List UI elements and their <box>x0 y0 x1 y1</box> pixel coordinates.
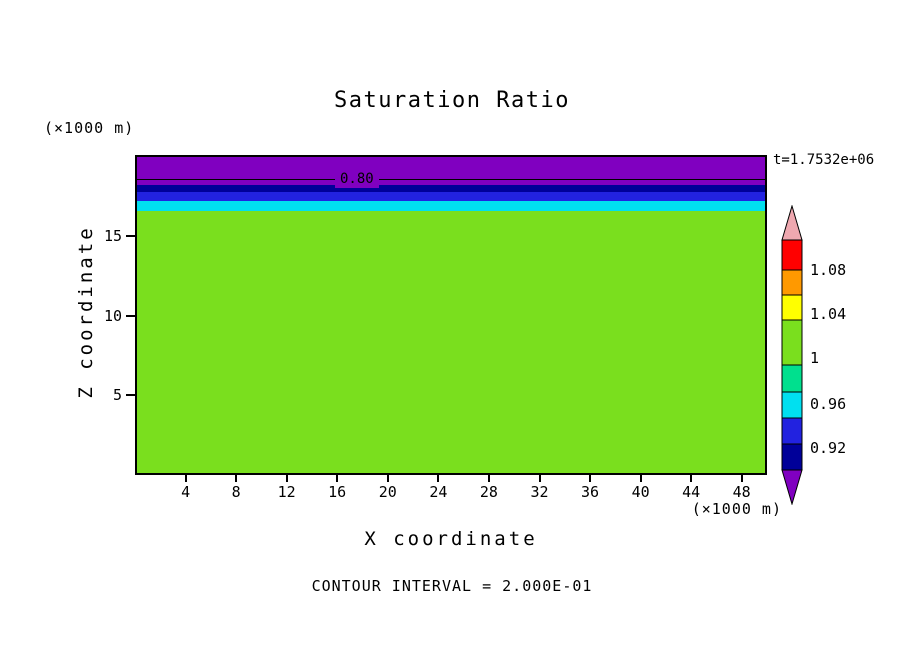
layer-navy <box>137 185 765 192</box>
colorbar <box>781 204 803 506</box>
x-tick-label: 36 <box>580 483 600 501</box>
x-tick-mark <box>285 475 288 482</box>
contour-fill-layers <box>137 157 765 473</box>
x-tick-label: 8 <box>231 483 241 501</box>
x-axis-title: X coordinate <box>364 528 538 550</box>
plot-area: 0.80 <box>135 155 767 475</box>
colorbar-tick-label: 1 <box>810 349 820 367</box>
x-axis-unit-label: (×1000 m) <box>691 500 782 518</box>
x-tick-label: 16 <box>328 483 347 501</box>
x-tick-label: 40 <box>631 483 650 501</box>
contour-line-0-80: 0.80 <box>137 171 765 189</box>
colorbar-tick-label: 1.04 <box>810 305 847 323</box>
colorbar-svg <box>781 204 803 506</box>
x-tick-mark <box>184 475 187 482</box>
x-tick-label: 24 <box>429 483 448 501</box>
z-axis-unit-label: (×1000 m) <box>44 119 135 137</box>
x-tick-mark <box>235 475 238 482</box>
x-tick-label: 32 <box>530 483 549 501</box>
colorbar-tick-label: 0.92 <box>810 439 847 457</box>
z-tick-mark <box>126 314 135 317</box>
z-tick-mark <box>126 235 135 238</box>
x-tick-mark <box>487 475 490 482</box>
colorbar-tick-label: 0.96 <box>810 395 847 413</box>
layer-purple <box>137 157 765 185</box>
x-tick-mark <box>740 475 743 482</box>
layer-blue <box>137 192 765 201</box>
x-tick-label: 4 <box>181 483 191 501</box>
time-annotation: t=1.7532e+06 <box>773 152 875 168</box>
colorbar-tick-label: 1.08 <box>810 261 847 279</box>
z-axis-title: Z coordinate <box>75 225 97 399</box>
z-tick-label: 15 <box>103 227 122 246</box>
x-tick-mark <box>589 475 591 482</box>
x-tick-mark <box>336 475 339 482</box>
x-tick-mark <box>386 475 389 482</box>
x-tick-label: 44 <box>682 483 701 501</box>
x-tick-label: 28 <box>479 483 498 501</box>
z-tick-mark <box>126 394 135 397</box>
layer-cyan <box>137 200 765 211</box>
x-tick-mark <box>690 475 693 482</box>
chart-title: Saturation Ratio <box>334 88 570 113</box>
contour-line-label: 0.80 <box>335 171 379 189</box>
x-tick-label: 48 <box>732 483 751 501</box>
z-tick-label: 10 <box>103 306 122 325</box>
layer-green <box>137 211 765 473</box>
z-tick-label: 5 <box>112 386 122 405</box>
x-tick-mark <box>437 475 440 482</box>
x-tick-label: 20 <box>378 483 397 501</box>
x-tick-label: 12 <box>277 483 296 501</box>
x-tick-mark <box>639 475 642 482</box>
contour-interval-note: CONTOUR INTERVAL = 2.000E-01 <box>311 577 593 595</box>
x-tick-mark <box>538 475 541 482</box>
